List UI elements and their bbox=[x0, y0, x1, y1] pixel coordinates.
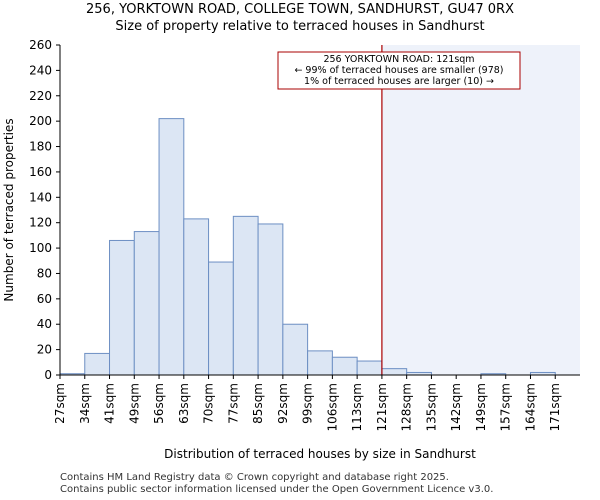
x-tick-label: 99sqm bbox=[301, 383, 315, 424]
x-tick-label: 121sqm bbox=[375, 383, 389, 431]
x-tick-label: 63sqm bbox=[177, 383, 191, 424]
y-tick-label: 20 bbox=[37, 343, 52, 357]
highlight-region bbox=[381, 45, 580, 375]
x-tick-label: 113sqm bbox=[350, 383, 364, 431]
bar bbox=[183, 218, 210, 376]
annotation-line: ← 99% of terraced houses are smaller (97… bbox=[294, 65, 503, 76]
y-tick-label: 100 bbox=[29, 241, 52, 255]
x-tick-label: 41sqm bbox=[103, 383, 117, 424]
y-tick-label: 160 bbox=[29, 165, 52, 179]
footer-copyright: Contains HM Land Registry data © Crown c… bbox=[60, 472, 449, 483]
bar bbox=[232, 215, 259, 376]
y-tick-label: 80 bbox=[37, 266, 52, 280]
y-tick-label: 0 bbox=[44, 368, 52, 382]
x-tick-label: 157sqm bbox=[499, 383, 513, 431]
annotation-line: 256 YORKTOWN ROAD: 121sqm bbox=[323, 54, 474, 65]
x-tick-label: 142sqm bbox=[449, 383, 463, 431]
x-tick-label: 164sqm bbox=[523, 383, 537, 431]
bar bbox=[331, 356, 358, 376]
y-tick-label: 180 bbox=[29, 140, 52, 154]
bar bbox=[381, 368, 408, 376]
bar bbox=[109, 239, 135, 376]
y-tick-label: 40 bbox=[37, 317, 52, 331]
x-tick-label: 92sqm bbox=[276, 383, 290, 424]
x-tick-label: 135sqm bbox=[424, 383, 438, 431]
y-tick-label: 60 bbox=[37, 292, 52, 306]
chart-subtitle: Size of property relative to terraced ho… bbox=[115, 19, 485, 34]
x-tick-label: 70sqm bbox=[202, 383, 216, 424]
bar bbox=[307, 350, 333, 376]
footer-licence: Contains public sector information licen… bbox=[60, 484, 494, 495]
y-tick-label: 120 bbox=[29, 216, 52, 230]
y-tick-label: 200 bbox=[29, 114, 52, 128]
bar bbox=[282, 323, 309, 376]
y-tick-label: 260 bbox=[29, 38, 52, 52]
x-tick-label: 171sqm bbox=[548, 383, 562, 431]
x-tick-label: 34sqm bbox=[78, 383, 92, 424]
bar bbox=[84, 352, 111, 376]
bar bbox=[158, 118, 185, 376]
bar bbox=[356, 360, 383, 376]
x-tick-label: 149sqm bbox=[474, 383, 488, 431]
bar bbox=[208, 261, 234, 376]
y-tick-label: 140 bbox=[29, 190, 52, 204]
y-tick-label: 240 bbox=[29, 63, 52, 77]
annotation-line: 1% of terraced houses are larger (10) → bbox=[304, 76, 494, 87]
x-tick-label: 77sqm bbox=[226, 383, 240, 424]
bar-chart: 0 20 40 60 80 100 120 140 160 180 200 220 240 260 27sq… bbox=[2, 38, 580, 461]
x-tick-label: 56sqm bbox=[152, 383, 166, 424]
x-tick-label: 49sqm bbox=[127, 383, 141, 424]
bar bbox=[133, 231, 160, 376]
x-axis-title: Distribution of terraced houses by size … bbox=[164, 447, 476, 461]
chart-title: 256, YORKTOWN ROAD, COLLEGE TOWN, SANDHU… bbox=[86, 2, 514, 17]
x-tick-label: 27sqm bbox=[53, 383, 67, 424]
annotation-box bbox=[277, 51, 521, 90]
x-tick-label: 128sqm bbox=[400, 383, 414, 431]
bar bbox=[257, 223, 284, 376]
y-tick-label: 220 bbox=[29, 89, 52, 103]
x-tick-label: 85sqm bbox=[251, 383, 265, 424]
x-tick-label: 106sqm bbox=[325, 383, 339, 431]
y-axis-title: Number of terraced properties bbox=[2, 118, 16, 301]
